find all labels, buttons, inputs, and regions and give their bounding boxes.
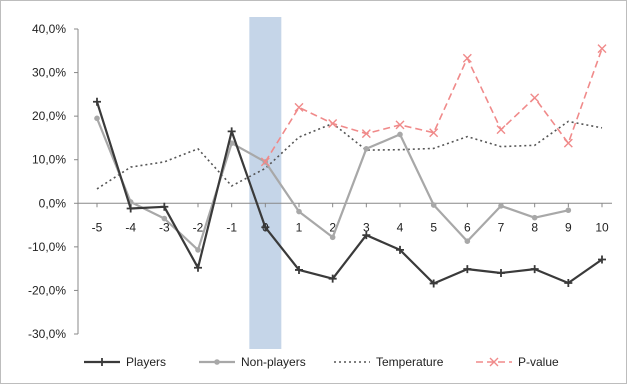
x-tick-label: 1 [296, 220, 303, 234]
x-tick-label: 3 [363, 220, 370, 234]
x-tick-label: 7 [498, 220, 505, 234]
y-tick-label: 0,0% [39, 196, 67, 210]
data-point-p-value [530, 93, 540, 103]
data-point-players [396, 245, 404, 254]
x-tick-label: 9 [565, 220, 572, 234]
data-point-non-players [195, 247, 201, 253]
data-point-non-players [430, 202, 437, 208]
legend-marker [489, 357, 499, 367]
data-point-p-value [260, 157, 270, 167]
legend-item-players: Players [84, 355, 166, 369]
x-tick-label: 6 [464, 220, 471, 234]
legend-label: Non-players [241, 355, 306, 369]
data-point-p-value [496, 125, 506, 135]
data-point-p-value [395, 120, 405, 130]
legend-item-non-players: Non-players [199, 355, 306, 369]
highlight-band [249, 17, 282, 349]
y-tick-label: -20,0% [28, 283, 66, 297]
series-line-players [95, 101, 603, 285]
y-tick-label: -10,0% [28, 240, 66, 254]
y-tick-label: -30,0% [28, 327, 66, 341]
data-point-p-value [563, 138, 573, 148]
x-tick-label: -2 [193, 220, 204, 234]
data-point-p-value [361, 129, 371, 139]
legend-item-p-value: P-value [476, 355, 559, 369]
data-point-non-players [464, 238, 471, 244]
legend-label: Players [126, 355, 166, 369]
data-point-players [497, 269, 505, 277]
x-tick-label: -3 [159, 220, 170, 234]
data-point-players [463, 265, 472, 274]
data-point-p-value [294, 102, 304, 112]
data-point-non-players [329, 234, 336, 241]
legend-label: Temperature [376, 355, 444, 369]
y-tick-label: 40,0% [32, 22, 66, 36]
data-point-players [429, 279, 438, 288]
x-axis-ticks: -5 -4 -3 -2 -1 0 1 2 3 4 5 6 7 8 9 10 [92, 203, 609, 234]
data-point-players [93, 97, 101, 106]
y-tick-label: 10,0% [32, 153, 66, 167]
series-layer [93, 44, 607, 288]
legend-label: P-value [518, 355, 559, 369]
series-p-value [260, 44, 607, 167]
x-tick-label: 8 [531, 220, 538, 234]
data-point-players [261, 223, 270, 232]
x-tick-label: -1 [226, 220, 237, 234]
data-point-p-value [597, 44, 607, 54]
data-point-non-players [363, 146, 370, 152]
data-point-p-value [328, 119, 338, 129]
data-point-players [362, 231, 371, 240]
data-point-p-value [462, 53, 472, 63]
data-point-non-players [161, 215, 168, 222]
x-tick-label: 2 [329, 220, 336, 234]
y-axis-ticks: 40,0% 30,0% 20,0% 10,0% 0,0% -10,0% -20,0% -30,… [28, 22, 78, 341]
legend-marker [98, 358, 106, 366]
data-point-non-players [94, 115, 100, 122]
legend-marker [214, 359, 220, 365]
data-point-players [227, 127, 236, 136]
y-tick-label: 20,0% [32, 109, 66, 123]
data-point-non-players [498, 203, 504, 209]
data-point-players [295, 265, 303, 274]
series-line-p-value [264, 48, 603, 163]
data-point-players [598, 255, 606, 264]
data-point-players [194, 263, 202, 272]
data-point-players [564, 279, 573, 288]
data-point-non-players [397, 131, 403, 138]
series-players [93, 97, 606, 288]
x-tick-label: 5 [430, 220, 437, 234]
data-point-players [160, 202, 169, 211]
x-tick-label: -5 [92, 220, 103, 234]
data-point-non-players [531, 214, 538, 221]
data-point-p-value [429, 128, 439, 138]
legend-item-temperature: Temperature [334, 355, 444, 369]
data-point-non-players [296, 208, 302, 215]
data-point-players [328, 274, 337, 283]
data-point-non-players [565, 207, 572, 214]
x-tick-label: 10 [595, 220, 609, 234]
y-tick-label: 30,0% [32, 66, 66, 80]
legend: Players Non-players Temperature P-value [84, 355, 559, 369]
data-point-players [126, 204, 135, 213]
data-point-players [530, 265, 539, 274]
x-tick-label: 4 [397, 220, 404, 234]
x-tick-label: -4 [125, 220, 136, 234]
